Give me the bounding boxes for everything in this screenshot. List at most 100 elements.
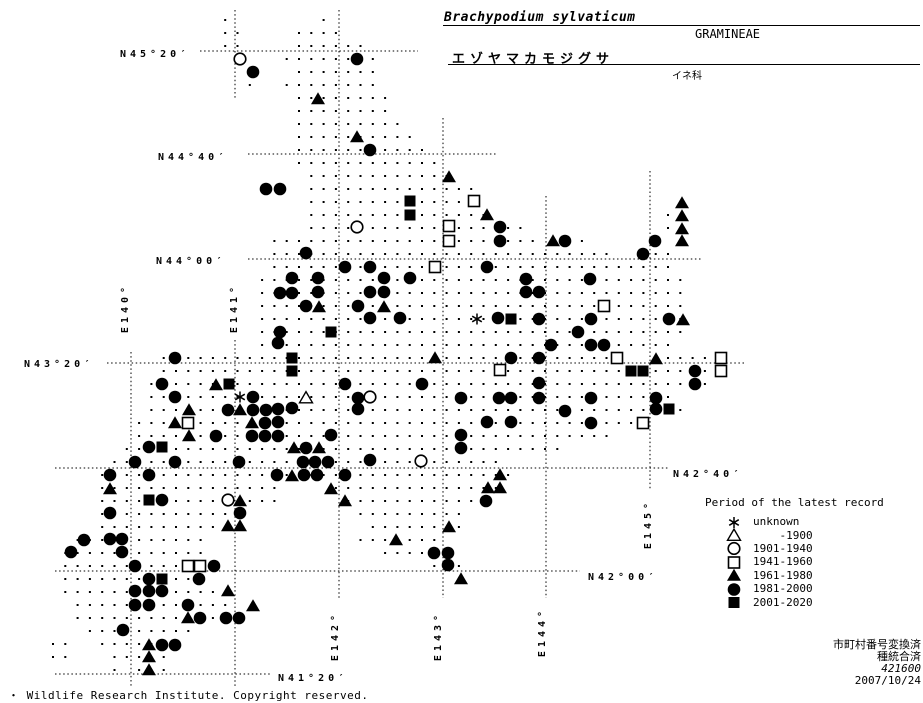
record-symbols	[64, 52, 728, 676]
record-symbol	[259, 182, 273, 196]
record-symbol	[442, 234, 456, 248]
record-symbol	[168, 416, 182, 429]
record-symbol	[128, 559, 142, 573]
record-symbol	[310, 468, 324, 482]
record-symbol	[311, 285, 325, 299]
record-symbol	[625, 365, 637, 377]
record-symbol	[649, 391, 663, 405]
record-symbol	[156, 441, 168, 453]
record-symbol	[675, 222, 689, 235]
record-symbol	[663, 403, 675, 415]
record-symbol	[209, 378, 223, 391]
record-symbol	[192, 572, 206, 586]
record-symbol	[312, 300, 326, 313]
record-symbol	[363, 285, 377, 299]
record-symbol	[285, 271, 299, 285]
record-symbol	[363, 453, 377, 467]
record-symbol	[286, 352, 298, 364]
record-symbol	[233, 494, 247, 507]
latitude-label: N42°00′	[588, 572, 658, 583]
record-symbol	[311, 271, 325, 285]
record-symbol	[532, 285, 546, 299]
record-symbol	[532, 391, 546, 405]
legend-item-label: 1981-2000	[753, 582, 813, 596]
record-symbol	[571, 325, 585, 339]
longitude-label: E143°	[433, 611, 444, 661]
record-symbol	[128, 584, 142, 598]
record-symbol	[142, 440, 156, 454]
record-symbol	[442, 520, 456, 533]
record-symbol	[504, 415, 518, 429]
legend-item: 1941-1960	[725, 555, 813, 569]
legend-item: 2001-2020	[725, 595, 813, 609]
latitude-label: N45°20′	[120, 49, 190, 60]
record-symbol	[103, 506, 117, 520]
record-symbol	[271, 429, 285, 443]
record-symbol	[471, 313, 483, 325]
open-triangle-icon	[726, 528, 742, 542]
record-symbol	[246, 403, 260, 417]
record-symbol	[714, 351, 728, 365]
record-symbol	[648, 234, 662, 248]
record-symbol	[193, 611, 207, 625]
record-symbol	[142, 572, 156, 586]
record-symbol	[427, 546, 441, 560]
record-symbol	[675, 209, 689, 222]
record-symbol	[245, 429, 259, 443]
filled-circle-icon	[727, 582, 741, 596]
record-symbol	[273, 325, 287, 339]
record-symbol	[688, 364, 702, 378]
record-symbol	[415, 377, 429, 391]
record-symbol	[454, 391, 468, 405]
record-symbol	[504, 351, 518, 365]
record-symbol	[182, 429, 196, 442]
species-underline	[443, 25, 920, 26]
record-symbol	[350, 130, 364, 143]
record-symbol	[232, 455, 246, 469]
record-symbol	[377, 285, 391, 299]
record-symbol	[207, 559, 221, 573]
open-circle-icon	[727, 542, 741, 556]
latitude-label: N44°40′	[158, 152, 228, 163]
record-symbol	[324, 428, 338, 442]
record-symbol	[168, 351, 182, 365]
record-symbol	[273, 286, 287, 300]
record-symbol	[297, 468, 311, 482]
record-symbol	[544, 338, 558, 352]
record-symbol	[393, 311, 407, 325]
record-symbol	[597, 299, 611, 313]
record-symbol	[454, 441, 468, 455]
record-symbol	[519, 272, 533, 286]
record-symbol	[532, 376, 546, 390]
record-symbol	[584, 416, 598, 430]
species-japanese-name: エゾヤマカモジグサ	[452, 52, 615, 67]
record-symbol	[246, 599, 260, 612]
japanese-name-underline	[448, 64, 920, 65]
longitude-label: E144°	[537, 607, 548, 657]
record-symbol	[350, 52, 364, 66]
record-symbol	[377, 271, 391, 285]
legend-item-label: 1961-1980	[753, 568, 813, 582]
record-symbol	[675, 234, 689, 247]
record-symbol	[182, 403, 196, 416]
family-japanese-name: イネ科	[672, 71, 702, 82]
record-symbol	[676, 313, 690, 326]
record-symbol	[299, 246, 313, 260]
record-symbol	[324, 482, 338, 495]
note-species-merged: 種統合済	[877, 650, 921, 663]
record-symbol	[115, 532, 129, 546]
record-symbol	[116, 623, 130, 637]
record-symbol	[258, 429, 272, 443]
record-symbol	[64, 545, 78, 559]
record-symbol	[115, 545, 129, 559]
record-symbol	[377, 300, 391, 313]
record-symbol	[363, 143, 377, 157]
record-symbol	[493, 234, 507, 248]
record-symbol	[428, 351, 442, 364]
legend-item-label: unknown	[753, 515, 800, 529]
record-symbol	[454, 572, 468, 585]
record-symbol	[155, 638, 169, 652]
legend: unknown -1900 1901-1940 1941-1960 1961-1980…	[725, 515, 813, 609]
legend-item: 1961-1980	[725, 569, 813, 582]
record-symbol	[181, 416, 195, 430]
